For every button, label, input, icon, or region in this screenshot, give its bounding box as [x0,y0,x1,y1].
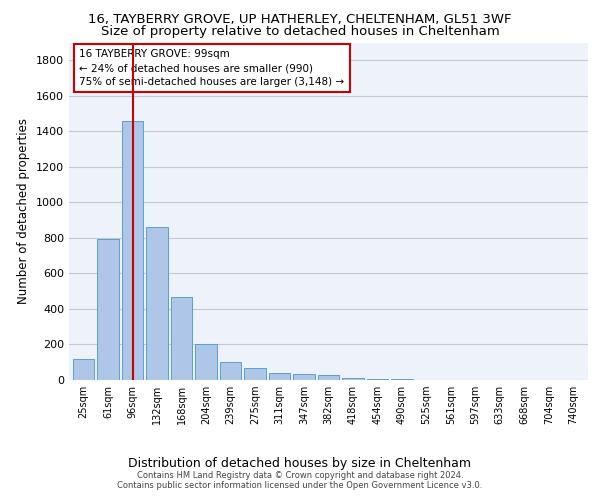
Bar [73,358,94,380]
Text: Size of property relative to detached houses in Cheltenham: Size of property relative to detached ho… [101,25,499,38]
Text: Distribution of detached houses by size in Cheltenham: Distribution of detached houses by size … [128,457,472,470]
Bar [122,120,143,380]
Text: Contains public sector information licensed under the Open Government Licence v3: Contains public sector information licen… [118,481,482,490]
Bar [220,362,241,380]
Text: 16, TAYBERRY GROVE, UP HATHERLEY, CHELTENHAM, GL51 3WF: 16, TAYBERRY GROVE, UP HATHERLEY, CHELTE… [88,12,512,26]
Bar [171,296,193,380]
Bar [318,374,339,380]
Bar [342,378,364,380]
Text: Contains HM Land Registry data © Crown copyright and database right 2024.: Contains HM Land Registry data © Crown c… [137,471,463,480]
Bar [97,239,119,380]
Bar [146,227,168,380]
Bar [293,374,315,380]
Bar [269,373,290,380]
Bar [244,368,266,380]
Bar [367,379,388,380]
Bar [196,344,217,380]
Text: 16 TAYBERRY GROVE: 99sqm
← 24% of detached houses are smaller (990)
75% of semi-: 16 TAYBERRY GROVE: 99sqm ← 24% of detach… [79,50,344,87]
Y-axis label: Number of detached properties: Number of detached properties [17,118,31,304]
